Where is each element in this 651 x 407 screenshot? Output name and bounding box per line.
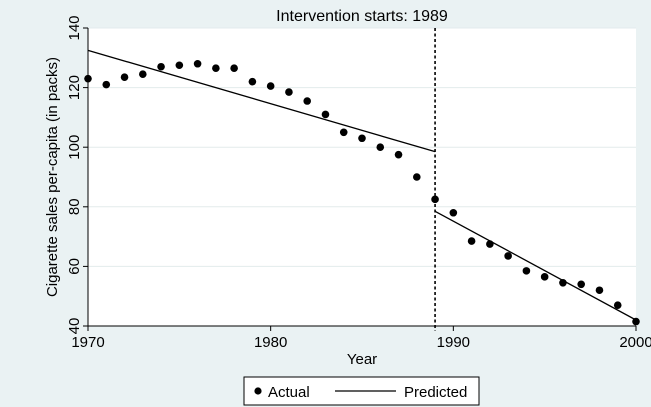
y-tick-label: 140 [66, 15, 83, 40]
actual-data-point [467, 237, 476, 245]
actual-data-point [504, 252, 512, 260]
actual-data-point [321, 110, 330, 119]
y-tick-label: 60 [66, 258, 83, 275]
axes: 40 60 80 100 120 140 1970 1980 1990 2000 [66, 15, 651, 351]
y-tick-label: 120 [66, 75, 83, 100]
legend-actual-label: Actual [268, 384, 310, 401]
actual-data-point [120, 73, 129, 81]
actual-data-point [248, 77, 257, 86]
actual-data-point [613, 301, 622, 309]
legend-predicted-label: Predicted [404, 384, 467, 401]
actual-data-point [376, 143, 385, 151]
x-tick-label: 1980 [254, 334, 287, 351]
actual-data-point [413, 173, 421, 181]
predicted-line-segment [434, 210, 637, 321]
actual-data-point [285, 88, 293, 96]
x-axis-title: Year [347, 351, 377, 368]
actual-data-point [394, 150, 403, 159]
actual-data-point [157, 62, 165, 71]
actual-data-point [339, 128, 348, 137]
actual-data-point [193, 59, 202, 68]
actual-data-point [449, 208, 458, 217]
x-tick-label: 1970 [71, 334, 104, 351]
actual-data-point [595, 286, 604, 295]
actual-data-point [139, 70, 147, 78]
legend-actual-marker [254, 387, 262, 395]
predicted-line-segment [87, 49, 436, 153]
plot-area [88, 28, 636, 326]
actual-data-point [230, 64, 238, 73]
actual-data-point [522, 267, 531, 275]
predicted-series [87, 49, 637, 321]
y-axis-title: Cigarette sales per-capita (in packs) [44, 57, 61, 297]
actual-data-point [486, 240, 494, 248]
actual-data-point [358, 134, 366, 143]
y-tick-label: 40 [66, 318, 83, 335]
actual-data-point [212, 64, 220, 73]
actual-data-point [303, 97, 312, 105]
actual-data-point [577, 280, 585, 289]
actual-data-point [102, 80, 111, 89]
actual-data-point [559, 278, 567, 287]
legend: Actual Predicted [243, 376, 480, 406]
y-tick-label: 80 [66, 198, 83, 215]
chart-title: Intervention starts: 1989 [276, 8, 448, 25]
actual-data-point [266, 82, 275, 90]
x-tick-label: 1990 [437, 334, 470, 351]
actual-data-point [632, 317, 640, 326]
actual-data-point [540, 273, 549, 281]
y-tick-label: 100 [66, 135, 83, 160]
x-tick-label: 2000 [619, 334, 651, 351]
actual-data-point [175, 61, 184, 70]
